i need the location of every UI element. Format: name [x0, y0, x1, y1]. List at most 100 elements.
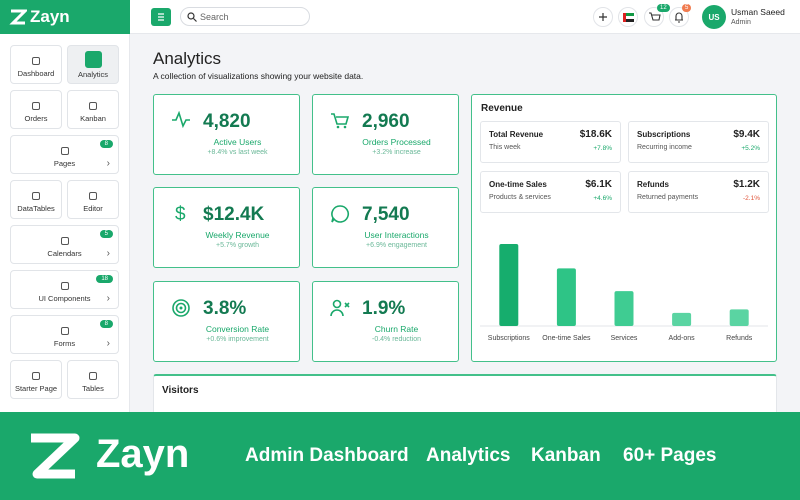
cart-icon — [649, 12, 661, 21]
nav-icon — [32, 102, 40, 110]
language-flag[interactable] — [618, 7, 638, 27]
banner-link[interactable]: Analytics — [426, 445, 511, 466]
stat-icon — [172, 111, 190, 129]
revenue-card-title: Total Revenue — [489, 130, 544, 139]
search-icon — [187, 12, 197, 22]
revenue-card-change: +4.6% — [593, 195, 612, 202]
visitors-title: Visitors — [162, 385, 199, 396]
stat-icon — [172, 299, 190, 317]
svg-text:$: $ — [175, 204, 186, 224]
plus-icon — [599, 13, 607, 21]
nav-label: Editor — [83, 204, 103, 213]
logo[interactable]: Zayn — [0, 0, 130, 34]
nav-badge: 18 — [96, 275, 113, 283]
stat-value: $12.4K — [203, 204, 265, 225]
banner-brand: Zayn — [96, 432, 190, 476]
revenue-title: Revenue — [481, 103, 523, 114]
stat-label: Orders Processed — [362, 137, 431, 147]
banner-link[interactable]: Admin Dashboard — [245, 445, 409, 466]
nav-tile[interactable]: UI Components 18 › — [10, 270, 119, 309]
nav-label: Orders — [24, 114, 48, 123]
x-tick-label: Refunds — [726, 335, 753, 342]
banner-link[interactable]: 60+ Pages — [623, 445, 717, 466]
page-subtitle: A collection of visualizations showing y… — [153, 71, 364, 81]
revenue-card: Subscriptions $9.4K Recurring income +5.2% — [628, 121, 769, 163]
logo-icon — [9, 9, 27, 25]
search-placeholder: Search — [200, 12, 229, 22]
brand: Zayn — [30, 7, 70, 26]
nav-icon — [60, 147, 69, 155]
stat-value: 3.8% — [203, 298, 247, 319]
revenue-card-change: +7.8% — [593, 145, 612, 152]
nav-tile[interactable]: Calendars 5 › — [10, 225, 119, 264]
add-button[interactable] — [593, 7, 613, 27]
nav-tile[interactable]: Starter Page — [10, 360, 62, 399]
stat-change: +8.4% vs last week — [207, 149, 268, 156]
stat-change: +3.2% increase — [372, 149, 421, 156]
nav-icon — [60, 282, 69, 290]
nav-label: Dashboard — [17, 69, 55, 78]
search-box[interactable]: Search — [180, 7, 310, 26]
stat-label: Weekly Revenue — [205, 230, 270, 240]
revenue-card-title: Subscriptions — [637, 130, 691, 139]
stat-label: Conversion Rate — [205, 324, 270, 334]
notifications-button[interactable] — [669, 7, 689, 27]
stat-change: +6.9% engagement — [366, 242, 427, 249]
avatar[interactable]: US — [702, 5, 726, 29]
menu-button[interactable] — [151, 8, 171, 26]
stat-value: 7,540 — [362, 204, 410, 225]
nav-tile[interactable]: Editor — [67, 180, 119, 219]
nav-tile[interactable]: Dashboard — [10, 45, 62, 84]
stat-label: Churn Rate — [374, 324, 419, 334]
revenue-chart: Subscriptions One-time Sales Services Add-o… — [480, 244, 768, 342]
nav-label: Calendars — [47, 249, 82, 258]
stat-change: +5.7% growth — [216, 242, 259, 249]
stat-change: +0.6% improvement — [206, 336, 269, 343]
revenue-card-sub: Products & services — [489, 194, 551, 201]
stat-value: 1.9% — [362, 298, 406, 319]
nav-tile[interactable]: Orders — [10, 90, 62, 129]
revenue-panel: Revenue Subscriptions One-time Sales Servi… — [471, 94, 777, 362]
nav-icon — [84, 51, 102, 68]
nav-tile[interactable]: Analytics — [67, 45, 119, 84]
nav-label: DataTables — [17, 204, 55, 213]
x-tick-label: One-time Sales — [542, 335, 591, 342]
x-tick-label: Subscriptions — [488, 335, 531, 342]
nav-tile[interactable]: Forms 8 › — [10, 315, 119, 354]
nav-tile[interactable]: DataTables — [10, 180, 62, 219]
nav-label: Forms — [53, 339, 76, 348]
nav-tile[interactable]: Kanban — [67, 90, 119, 129]
revenue-card-value: $6.1K — [585, 179, 612, 190]
bar — [729, 309, 749, 326]
revenue-card-change: +5.2% — [741, 145, 760, 152]
nav-icon — [60, 327, 69, 335]
stat-card: $ $12.4K Weekly Revenue +5.7% growth — [153, 187, 300, 268]
stat-card: 4,820 Active Users +8.4% vs last week — [153, 94, 300, 175]
nav-label: Kanban — [80, 114, 106, 123]
cart-button[interactable] — [644, 7, 664, 27]
nav-icon — [60, 237, 69, 245]
stat-change: -0.4% reduction — [371, 336, 422, 343]
stat-icon — [330, 299, 350, 317]
sidebar: Dashboard Analytics Orders Kanban Pages 8 › Dat… — [0, 34, 130, 412]
revenue-card: Refunds $1.2K Returned payments -2.1% — [628, 171, 769, 213]
revenue-card-sub: Returned payments — [637, 194, 699, 201]
user-name: Usman Saeed — [731, 7, 785, 17]
chevron: › — [106, 293, 110, 304]
x-tick-label: Services — [611, 335, 638, 342]
cart-badge: 12 — [657, 4, 670, 12]
nav-tile[interactable]: Pages 8 › — [10, 135, 119, 174]
nav-badge: 8 — [99, 140, 113, 148]
bar — [556, 268, 576, 326]
revenue-card-value: $9.4K — [733, 129, 760, 140]
revenue-card: Total Revenue $18.6K This week +7.8% — [480, 121, 621, 163]
banner-logo — [31, 433, 80, 479]
bar — [614, 291, 634, 326]
stat-value: 2,960 — [362, 111, 410, 132]
nav-tile[interactable]: Tables — [67, 360, 119, 399]
nav-badge: 5 — [99, 230, 113, 238]
banner-link[interactable]: Kanban — [531, 445, 601, 466]
stat-icon — [331, 113, 350, 129]
revenue-card-sub: Recurring income — [637, 144, 692, 151]
revenue-card-value: $18.6K — [579, 129, 612, 140]
